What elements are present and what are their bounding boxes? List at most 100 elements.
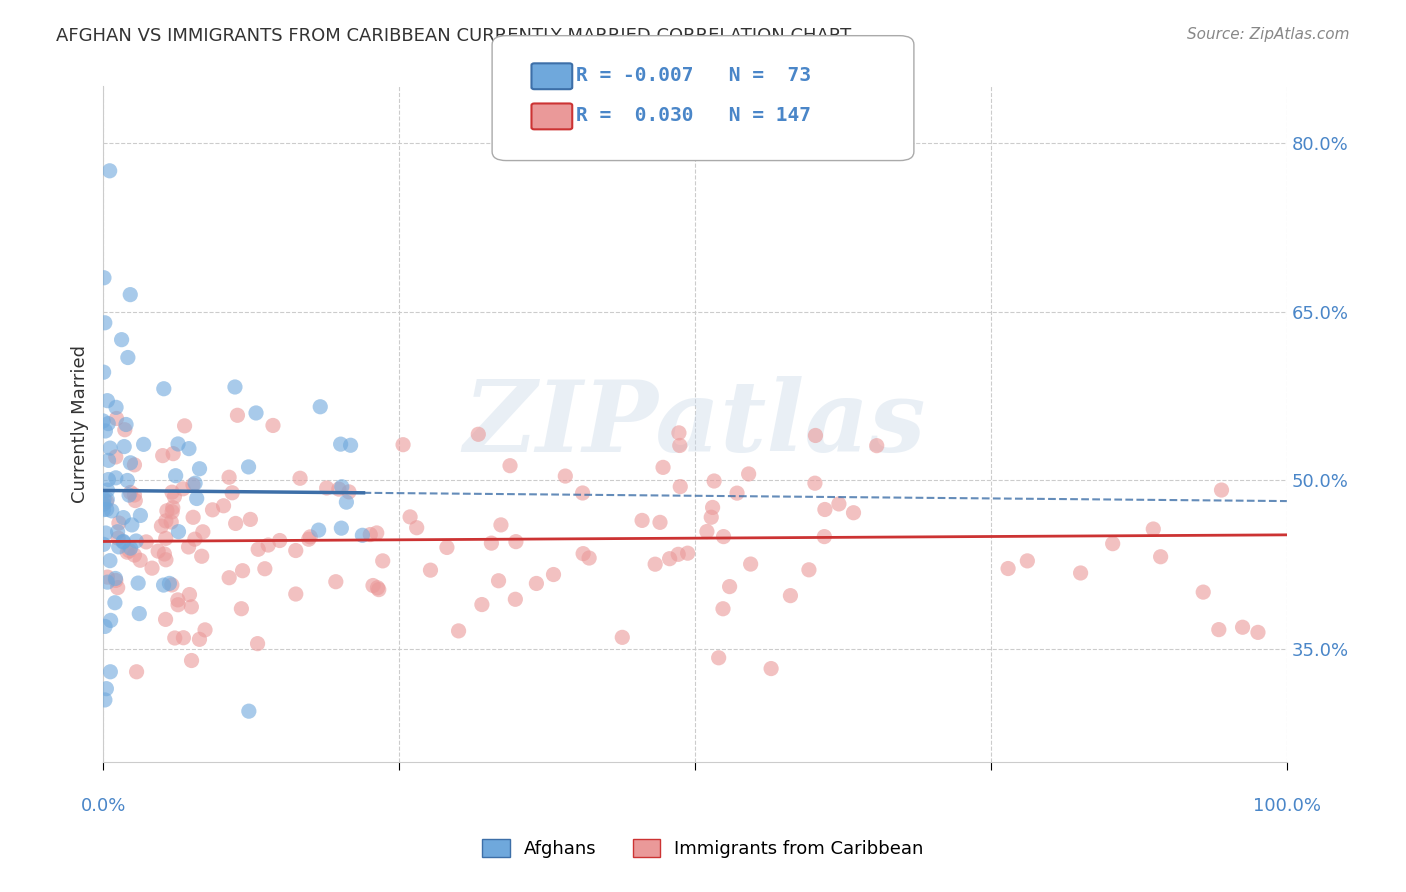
Immigrants from Caribbean: [797, 563, 820, 577]
Immigrants from Caribbean: [419, 563, 441, 577]
Immigrants from Caribbean: [247, 542, 270, 557]
Immigrants from Caribbean: [366, 525, 388, 540]
Immigrants from Caribbean: [269, 533, 291, 548]
Immigrants from Caribbean: [194, 623, 217, 637]
Immigrants from Caribbean: [129, 553, 152, 567]
Immigrants from Caribbean: [162, 447, 184, 461]
Immigrants from Caribbean: [124, 548, 146, 562]
Immigrants from Caribbean: [1192, 585, 1215, 599]
Immigrants from Caribbean: [804, 428, 827, 442]
Afghans: [98, 554, 121, 568]
Immigrants from Caribbean: [779, 589, 801, 603]
Immigrants from Caribbean: [162, 500, 184, 515]
Afghans: [97, 473, 120, 487]
Immigrants from Caribbean: [124, 493, 146, 508]
Immigrants from Caribbean: [117, 545, 139, 559]
Immigrants from Caribbean: [399, 509, 422, 524]
Immigrants from Caribbean: [371, 554, 394, 568]
Immigrants from Caribbean: [201, 503, 224, 517]
Afghans: [104, 572, 127, 586]
Immigrants from Caribbean: [700, 510, 723, 524]
Text: Source: ZipAtlas.com: Source: ZipAtlas.com: [1187, 27, 1350, 42]
Immigrants from Caribbean: [155, 514, 177, 528]
Immigrants from Caribbean: [262, 418, 284, 433]
Immigrants from Caribbean: [180, 599, 202, 614]
Immigrants from Caribbean: [155, 532, 177, 546]
Immigrants from Caribbean: [160, 515, 183, 529]
Afghans: [94, 693, 117, 707]
Immigrants from Caribbean: [866, 439, 889, 453]
Immigrants from Caribbean: [156, 504, 179, 518]
Immigrants from Caribbean: [740, 557, 762, 571]
Afghans: [93, 502, 115, 516]
Afghans: [96, 393, 118, 408]
Immigrants from Caribbean: [173, 418, 195, 433]
Immigrants from Caribbean: [181, 478, 204, 492]
Immigrants from Caribbean: [163, 490, 186, 504]
Immigrants from Caribbean: [181, 510, 204, 524]
Immigrants from Caribbean: [405, 521, 427, 535]
Immigrants from Caribbean: [253, 562, 276, 576]
Afghans: [96, 502, 118, 516]
Afghans: [98, 441, 121, 455]
Afghans: [96, 575, 118, 590]
Afghans: [330, 480, 353, 494]
Afghans: [100, 614, 122, 628]
Afghans: [330, 521, 353, 535]
Afghans: [98, 163, 121, 178]
Immigrants from Caribbean: [212, 499, 235, 513]
Afghans: [94, 619, 117, 633]
Immigrants from Caribbean: [135, 535, 157, 549]
Immigrants from Caribbean: [842, 506, 865, 520]
Immigrants from Caribbean: [711, 601, 734, 615]
Immigrants from Caribbean: [150, 519, 173, 533]
Afghans: [335, 495, 357, 509]
Immigrants from Caribbean: [172, 631, 194, 645]
Immigrants from Caribbean: [467, 427, 489, 442]
Afghans: [339, 438, 361, 452]
Immigrants from Caribbean: [696, 524, 718, 539]
Immigrants from Caribbean: [1149, 549, 1171, 564]
Immigrants from Caribbean: [572, 547, 595, 561]
Afghans: [120, 541, 142, 556]
Immigrants from Caribbean: [167, 598, 190, 612]
Immigrants from Caribbean: [359, 527, 381, 541]
Immigrants from Caribbean: [160, 578, 183, 592]
Afghans: [117, 351, 139, 365]
Afghans: [96, 492, 118, 507]
Afghans: [121, 517, 143, 532]
Afghans: [308, 523, 330, 537]
Immigrants from Caribbean: [284, 587, 307, 601]
Immigrants from Caribbean: [221, 485, 243, 500]
Immigrants from Caribbean: [190, 549, 212, 564]
Immigrants from Caribbean: [1247, 625, 1270, 640]
Immigrants from Caribbean: [471, 598, 494, 612]
Text: 100.0%: 100.0%: [1253, 797, 1320, 814]
Afghans: [105, 401, 128, 415]
Afghans: [165, 468, 187, 483]
Immigrants from Caribbean: [153, 547, 176, 561]
Immigrants from Caribbean: [366, 581, 388, 595]
Immigrants from Caribbean: [804, 476, 827, 491]
Immigrants from Caribbean: [155, 553, 177, 567]
Afghans: [167, 437, 190, 451]
Afghans: [94, 526, 117, 541]
Afghans: [104, 471, 127, 485]
Immigrants from Caribbean: [124, 488, 146, 502]
Immigrants from Caribbean: [554, 469, 576, 483]
Immigrants from Caribbean: [737, 467, 759, 481]
Immigrants from Caribbean: [447, 624, 470, 638]
Immigrants from Caribbean: [257, 538, 280, 552]
Afghans: [112, 534, 135, 549]
Immigrants from Caribbean: [226, 409, 249, 423]
Immigrants from Caribbean: [172, 482, 194, 496]
Immigrants from Caribbean: [718, 580, 741, 594]
Immigrants from Caribbean: [648, 516, 671, 530]
Afghans: [100, 504, 122, 518]
Immigrants from Caribbean: [499, 458, 522, 473]
Afghans: [112, 510, 135, 524]
Afghans: [128, 607, 150, 621]
Afghans: [309, 400, 332, 414]
Legend: Afghans, Immigrants from Caribbean: Afghans, Immigrants from Caribbean: [475, 831, 931, 865]
Immigrants from Caribbean: [658, 551, 681, 566]
